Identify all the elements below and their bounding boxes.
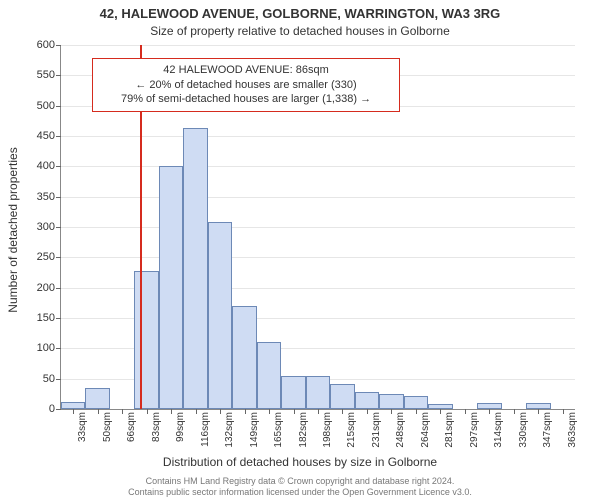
gridline	[61, 166, 575, 167]
x-tick-label: 99sqm	[175, 412, 186, 442]
y-tick-mark	[56, 318, 61, 319]
x-tick-mark	[342, 409, 343, 414]
x-tick-label: 297sqm	[469, 412, 480, 448]
x-tick-mark	[514, 409, 515, 414]
info-box-line: 79% of semi-detached houses are larger (…	[99, 92, 393, 107]
footer-line-1: Contains HM Land Registry data © Crown c…	[0, 476, 600, 487]
x-tick-label: 132sqm	[224, 412, 235, 448]
x-tick-label: 264sqm	[420, 412, 431, 448]
histogram-bar	[379, 394, 403, 409]
histogram-bar	[306, 376, 330, 409]
x-tick-mark	[122, 409, 123, 414]
histogram-bar	[159, 166, 183, 409]
gridline	[61, 45, 575, 46]
info-box-line: ← 20% of detached houses are smaller (33…	[99, 78, 393, 93]
x-tick-label: 66sqm	[126, 412, 137, 442]
x-tick-mark	[367, 409, 368, 414]
y-tick-mark	[56, 288, 61, 289]
histogram-bar	[232, 306, 256, 409]
histogram-bar	[183, 128, 207, 409]
histogram-bar	[208, 222, 232, 409]
x-tick-mark	[98, 409, 99, 414]
x-tick-mark	[489, 409, 490, 414]
histogram-bar	[61, 402, 85, 409]
plot-area: 05010015020025030035040045050055060033sq…	[60, 45, 575, 410]
x-tick-label: 165sqm	[273, 412, 284, 448]
y-axis-label: Number of detached properties	[6, 147, 20, 312]
x-tick-mark	[245, 409, 246, 414]
x-tick-label: 116sqm	[200, 412, 211, 447]
x-tick-label: 149sqm	[249, 412, 260, 448]
gridline	[61, 136, 575, 137]
y-tick-mark	[56, 136, 61, 137]
footer-line-2: Contains public sector information licen…	[0, 487, 600, 498]
x-tick-label: 198sqm	[322, 412, 333, 448]
gridline	[61, 197, 575, 198]
x-tick-mark	[220, 409, 221, 414]
y-tick-mark	[56, 45, 61, 46]
x-tick-mark	[171, 409, 172, 414]
x-tick-label: 281sqm	[444, 412, 455, 448]
chart-title-main: 42, HALEWOOD AVENUE, GOLBORNE, WARRINGTO…	[0, 6, 600, 21]
x-tick-mark	[440, 409, 441, 414]
x-tick-label: 347sqm	[542, 412, 553, 448]
x-tick-label: 83sqm	[151, 412, 162, 442]
y-tick-mark	[56, 106, 61, 107]
y-tick-mark	[56, 75, 61, 76]
y-tick-mark	[56, 227, 61, 228]
histogram-bar	[330, 384, 354, 409]
x-tick-mark	[269, 409, 270, 414]
histogram-bar	[257, 342, 281, 409]
x-tick-label: 330sqm	[518, 412, 529, 448]
info-box: 42 HALEWOOD AVENUE: 86sqm← 20% of detach…	[92, 58, 400, 113]
x-tick-mark	[563, 409, 564, 414]
x-tick-label: 363sqm	[567, 412, 578, 448]
histogram-bar	[404, 396, 428, 409]
x-tick-label: 182sqm	[298, 412, 309, 448]
y-tick-mark	[56, 409, 61, 410]
y-tick-mark	[56, 348, 61, 349]
x-tick-mark	[196, 409, 197, 414]
x-tick-label: 50sqm	[102, 412, 113, 442]
x-tick-label: 248sqm	[395, 412, 406, 448]
histogram-bar	[134, 271, 158, 409]
y-tick-mark	[56, 379, 61, 380]
x-tick-mark	[416, 409, 417, 414]
x-tick-mark	[318, 409, 319, 414]
info-box-line: 42 HALEWOOD AVENUE: 86sqm	[99, 63, 393, 78]
y-tick-mark	[56, 197, 61, 198]
x-tick-label: 231sqm	[371, 412, 382, 448]
x-tick-mark	[465, 409, 466, 414]
y-tick-mark	[56, 257, 61, 258]
histogram-bar	[355, 392, 379, 409]
x-tick-mark	[73, 409, 74, 414]
gridline	[61, 227, 575, 228]
x-tick-label: 314sqm	[493, 412, 504, 448]
x-axis-label: Distribution of detached houses by size …	[0, 455, 600, 469]
footer-attribution: Contains HM Land Registry data © Crown c…	[0, 476, 600, 498]
histogram-bar	[85, 388, 109, 409]
x-tick-label: 215sqm	[346, 412, 357, 448]
histogram-bar	[281, 376, 305, 409]
gridline	[61, 257, 575, 258]
x-tick-mark	[294, 409, 295, 414]
x-tick-mark	[391, 409, 392, 414]
x-tick-mark	[538, 409, 539, 414]
y-tick-mark	[56, 166, 61, 167]
chart-root: 42, HALEWOOD AVENUE, GOLBORNE, WARRINGTO…	[0, 0, 600, 500]
chart-title-sub: Size of property relative to detached ho…	[0, 24, 600, 38]
x-tick-label: 33sqm	[77, 412, 88, 442]
x-tick-mark	[147, 409, 148, 414]
